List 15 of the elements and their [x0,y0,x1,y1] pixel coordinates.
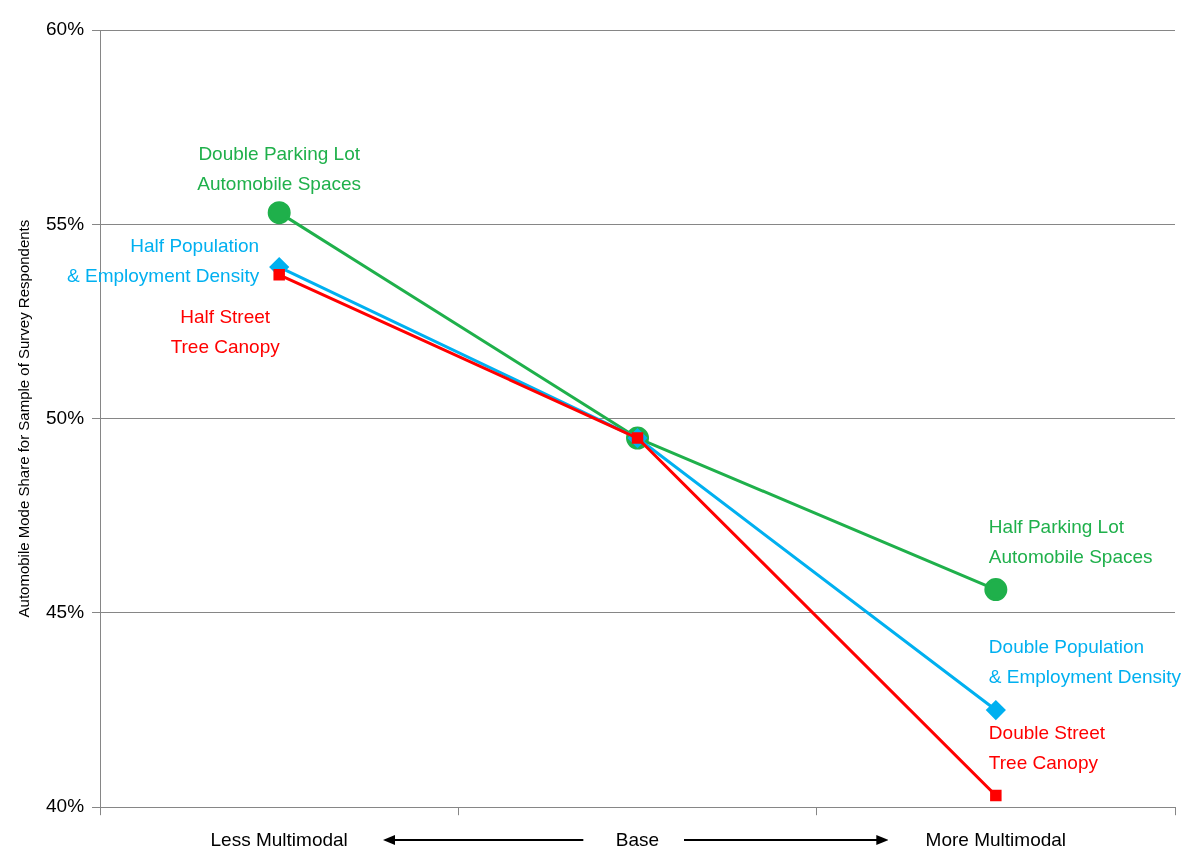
y-axis-title: Automobile Mode Share for Sample of Survey Respondents [15,219,33,618]
x-tick-label: More Multimodal [925,828,1067,850]
annotation: Double Population & Employment Density [988,636,1182,688]
x-tick-label: Base [615,828,660,850]
y-tick-label: 60% [46,18,85,40]
y-tick-label: 45% [46,601,85,623]
annotation: Half Population & Employment Density [67,235,260,287]
x-tick-label: Less Multimodal [210,828,348,850]
y-tick-label: 55% [46,212,85,234]
annotation: Double Street Tree Canopy [988,721,1106,773]
annotation: Half Street Tree Canopy [170,306,281,358]
y-tick-label: 40% [46,795,85,817]
y-tick-label: 50% [46,406,85,428]
annotation: Half Parking Lot Automobile Spaces [988,515,1153,567]
annotation: Double Parking Lot Automobile Spaces [197,142,362,194]
